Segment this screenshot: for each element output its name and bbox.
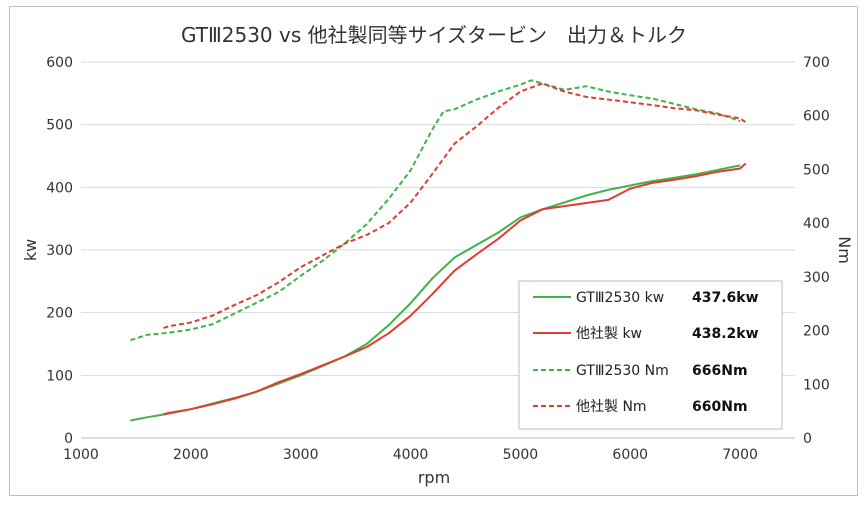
legend-label: 他社製 kw <box>576 326 642 342</box>
series-group <box>130 79 747 422</box>
legend-peak-value: 437.6kw <box>692 290 759 306</box>
y-left-tick-label: 400 <box>46 180 73 196</box>
y-left-tick-label: 300 <box>46 243 73 259</box>
x-tick-label: 7000 <box>722 447 758 463</box>
y-right-tick-label: 700 <box>803 55 830 71</box>
legend-label: 他社製 Nm <box>576 399 647 415</box>
legend-box <box>518 280 783 430</box>
legend-peak-value: 660Nm <box>692 399 748 415</box>
y-left-tick-label: 0 <box>64 431 73 447</box>
legend-peak-value: 438.2kw <box>692 326 759 342</box>
y-right-tick-label: 500 <box>803 162 830 178</box>
x-tick-label: 1000 <box>63 447 99 463</box>
x-tick-label: 6000 <box>612 447 648 463</box>
legend-label: GTⅢ2530 kw <box>576 290 664 306</box>
x-tick-label: 3000 <box>283 447 319 463</box>
y-right-tick-label: 300 <box>803 270 830 286</box>
axes: 0100200300400500600010020030040050060070… <box>46 55 829 463</box>
legend-peak-value: 666Nm <box>692 363 748 379</box>
y-right-tick-label: 200 <box>803 324 830 340</box>
x-tick-label: 4000 <box>393 447 429 463</box>
series-line <box>163 82 747 329</box>
y-right-axis-title: Nm <box>835 236 854 264</box>
y-right-tick-label: 100 <box>803 377 830 393</box>
y-left-tick-label: 100 <box>46 368 73 384</box>
x-tick-label: 5000 <box>503 447 539 463</box>
y-left-tick-label: 200 <box>46 306 73 322</box>
y-right-tick-label: 0 <box>803 431 812 447</box>
y-left-axis-title: kw <box>21 239 40 261</box>
y-left-tick-label: 500 <box>46 118 73 134</box>
x-axis-title: rpm <box>418 468 450 487</box>
legend-label: GTⅢ2530 Nm <box>576 363 669 379</box>
x-tick-label: 2000 <box>173 447 209 463</box>
y-right-tick-label: 600 <box>803 109 830 125</box>
series-line <box>130 79 741 342</box>
y-right-tick-label: 400 <box>803 216 830 232</box>
chart-title: GTⅢ2530 vs 他社製同等サイズタービン 出力＆トルク <box>181 23 687 47</box>
legend: GTⅢ2530 kw 437.6kw 他社製 kw 438.2kw GTⅢ2530 Nm… <box>518 280 783 430</box>
series-line <box>163 162 747 416</box>
y-left-tick-label: 600 <box>46 55 73 71</box>
